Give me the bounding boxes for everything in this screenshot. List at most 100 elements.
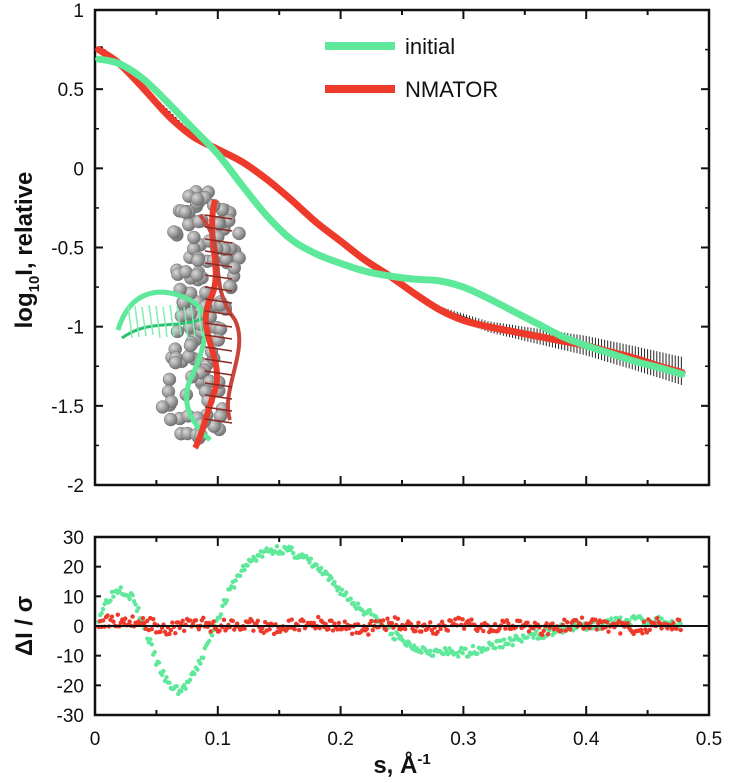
residual-point-nmator [251,628,256,633]
residual-point-initial [217,615,222,620]
residual-point-initial [398,634,403,639]
residual-points [96,544,683,697]
x-tick-label: 0.3 [450,729,476,750]
residual-point-nmator [559,628,564,633]
residual-point-nmator [349,631,355,637]
residual-point-initial [152,649,157,655]
residual-point-initial [332,579,337,585]
residual-point-nmator [469,617,474,622]
residual-point-initial [149,642,154,647]
residual-point-nmator [201,615,206,620]
x-tick-label: 0.5 [696,729,722,750]
residual-point-initial [242,567,247,573]
residual-point-nmator [525,620,530,625]
residual-point-nmator [292,626,297,632]
residual-point-nmator [562,617,567,622]
residual-point-nmator [158,629,163,635]
residual-point-nmator [402,626,408,632]
residual-point-initial [501,637,507,642]
base-pair-initial [183,306,189,339]
residual-point-initial [99,611,104,616]
residual-point-nmator [230,618,235,624]
residual-point-initial [339,587,345,592]
residual-point-nmator [646,617,651,622]
residual-point-initial [659,616,664,621]
main-y-tick-label: -1.5 [51,397,84,418]
atom-sphere [183,338,198,353]
residual-point-initial [289,545,294,550]
residual-point-initial [159,672,165,677]
residual-point-initial [466,653,471,659]
residual-point-initial [245,563,250,568]
residual-y-axis-title: ΔI / σ [11,596,38,656]
atom-sphere [190,268,204,282]
ribbon-nmator-strand [198,213,242,421]
atom-sphere [190,192,205,206]
base-pair-nmator [204,214,233,220]
residual-point-initial [181,683,187,688]
residual-point-initial [274,544,280,549]
residual-point-initial [500,645,505,650]
base-pair-nmator [204,298,233,304]
residual-point-nmator [311,620,317,626]
residual-point-nmator [618,631,623,636]
base-pair-nmator [204,418,233,424]
residual-point-nmator [640,631,645,636]
residual-point-nmator [366,632,371,637]
residual-point-nmator [448,618,454,624]
residual-point-initial [307,560,312,565]
residual-point-initial [460,650,465,656]
residual-point-initial [428,648,433,654]
base-pair-initial [155,305,161,339]
residual-point-nmator [330,628,336,633]
atom-sphere [163,412,178,427]
base-pair-nmator [204,346,233,352]
residual-point-initial [318,565,324,571]
residual-point-nmator [438,626,443,632]
residual-y-tick-label: 10 [63,587,84,608]
residual-point-nmator [563,628,569,633]
x-tick-label: 0.1 [205,729,231,750]
residual-point-nmator [181,628,187,634]
residual-point-initial [198,661,203,666]
atom-sphere [162,372,177,387]
residual-point-nmator [579,615,585,620]
residual-point-nmator [173,630,178,636]
residual-point-nmator [261,630,266,636]
residual-point-initial [127,596,132,602]
residual-point-nmator [435,629,440,635]
residual-point-initial [389,631,395,636]
residual-point-initial [233,578,238,583]
residual-point-nmator [296,627,302,633]
residual-point-nmator [127,619,132,624]
residual-point-nmator [565,620,570,625]
residual-point-initial [192,671,197,677]
residual-point-nmator [168,627,174,633]
residual-point-initial [367,608,373,613]
residual-point-nmator [115,612,121,617]
residual-y-tick-label: 20 [63,558,84,579]
base-pair-initial [190,304,196,338]
residual-point-nmator [573,618,579,623]
residual-point-nmator [336,620,342,626]
residual-point-nmator [445,628,451,633]
atom-sphere [227,261,242,275]
main-y-tick-label: -1 [67,318,84,339]
residual-point-initial [148,636,153,642]
residual-point-initial [237,573,243,579]
atom-sphere [211,333,226,347]
residual-point-nmator [289,617,294,622]
residual-point-initial [407,641,412,646]
base-pair-initial [141,306,147,337]
ribbon-initial-strand [121,316,206,340]
residual-point-initial [111,594,116,599]
rna-structure-inset [115,185,246,450]
residual-point-nmator [370,627,375,633]
base-pair-initial [162,306,168,338]
base-pair-initial [127,304,133,339]
residual-point-initial [176,691,181,697]
base-pair-nmator [204,262,233,268]
residual-point-nmator [187,618,193,623]
y-title-subscript: 10 [26,276,43,293]
residual-y-tick-label: -30 [57,706,84,727]
